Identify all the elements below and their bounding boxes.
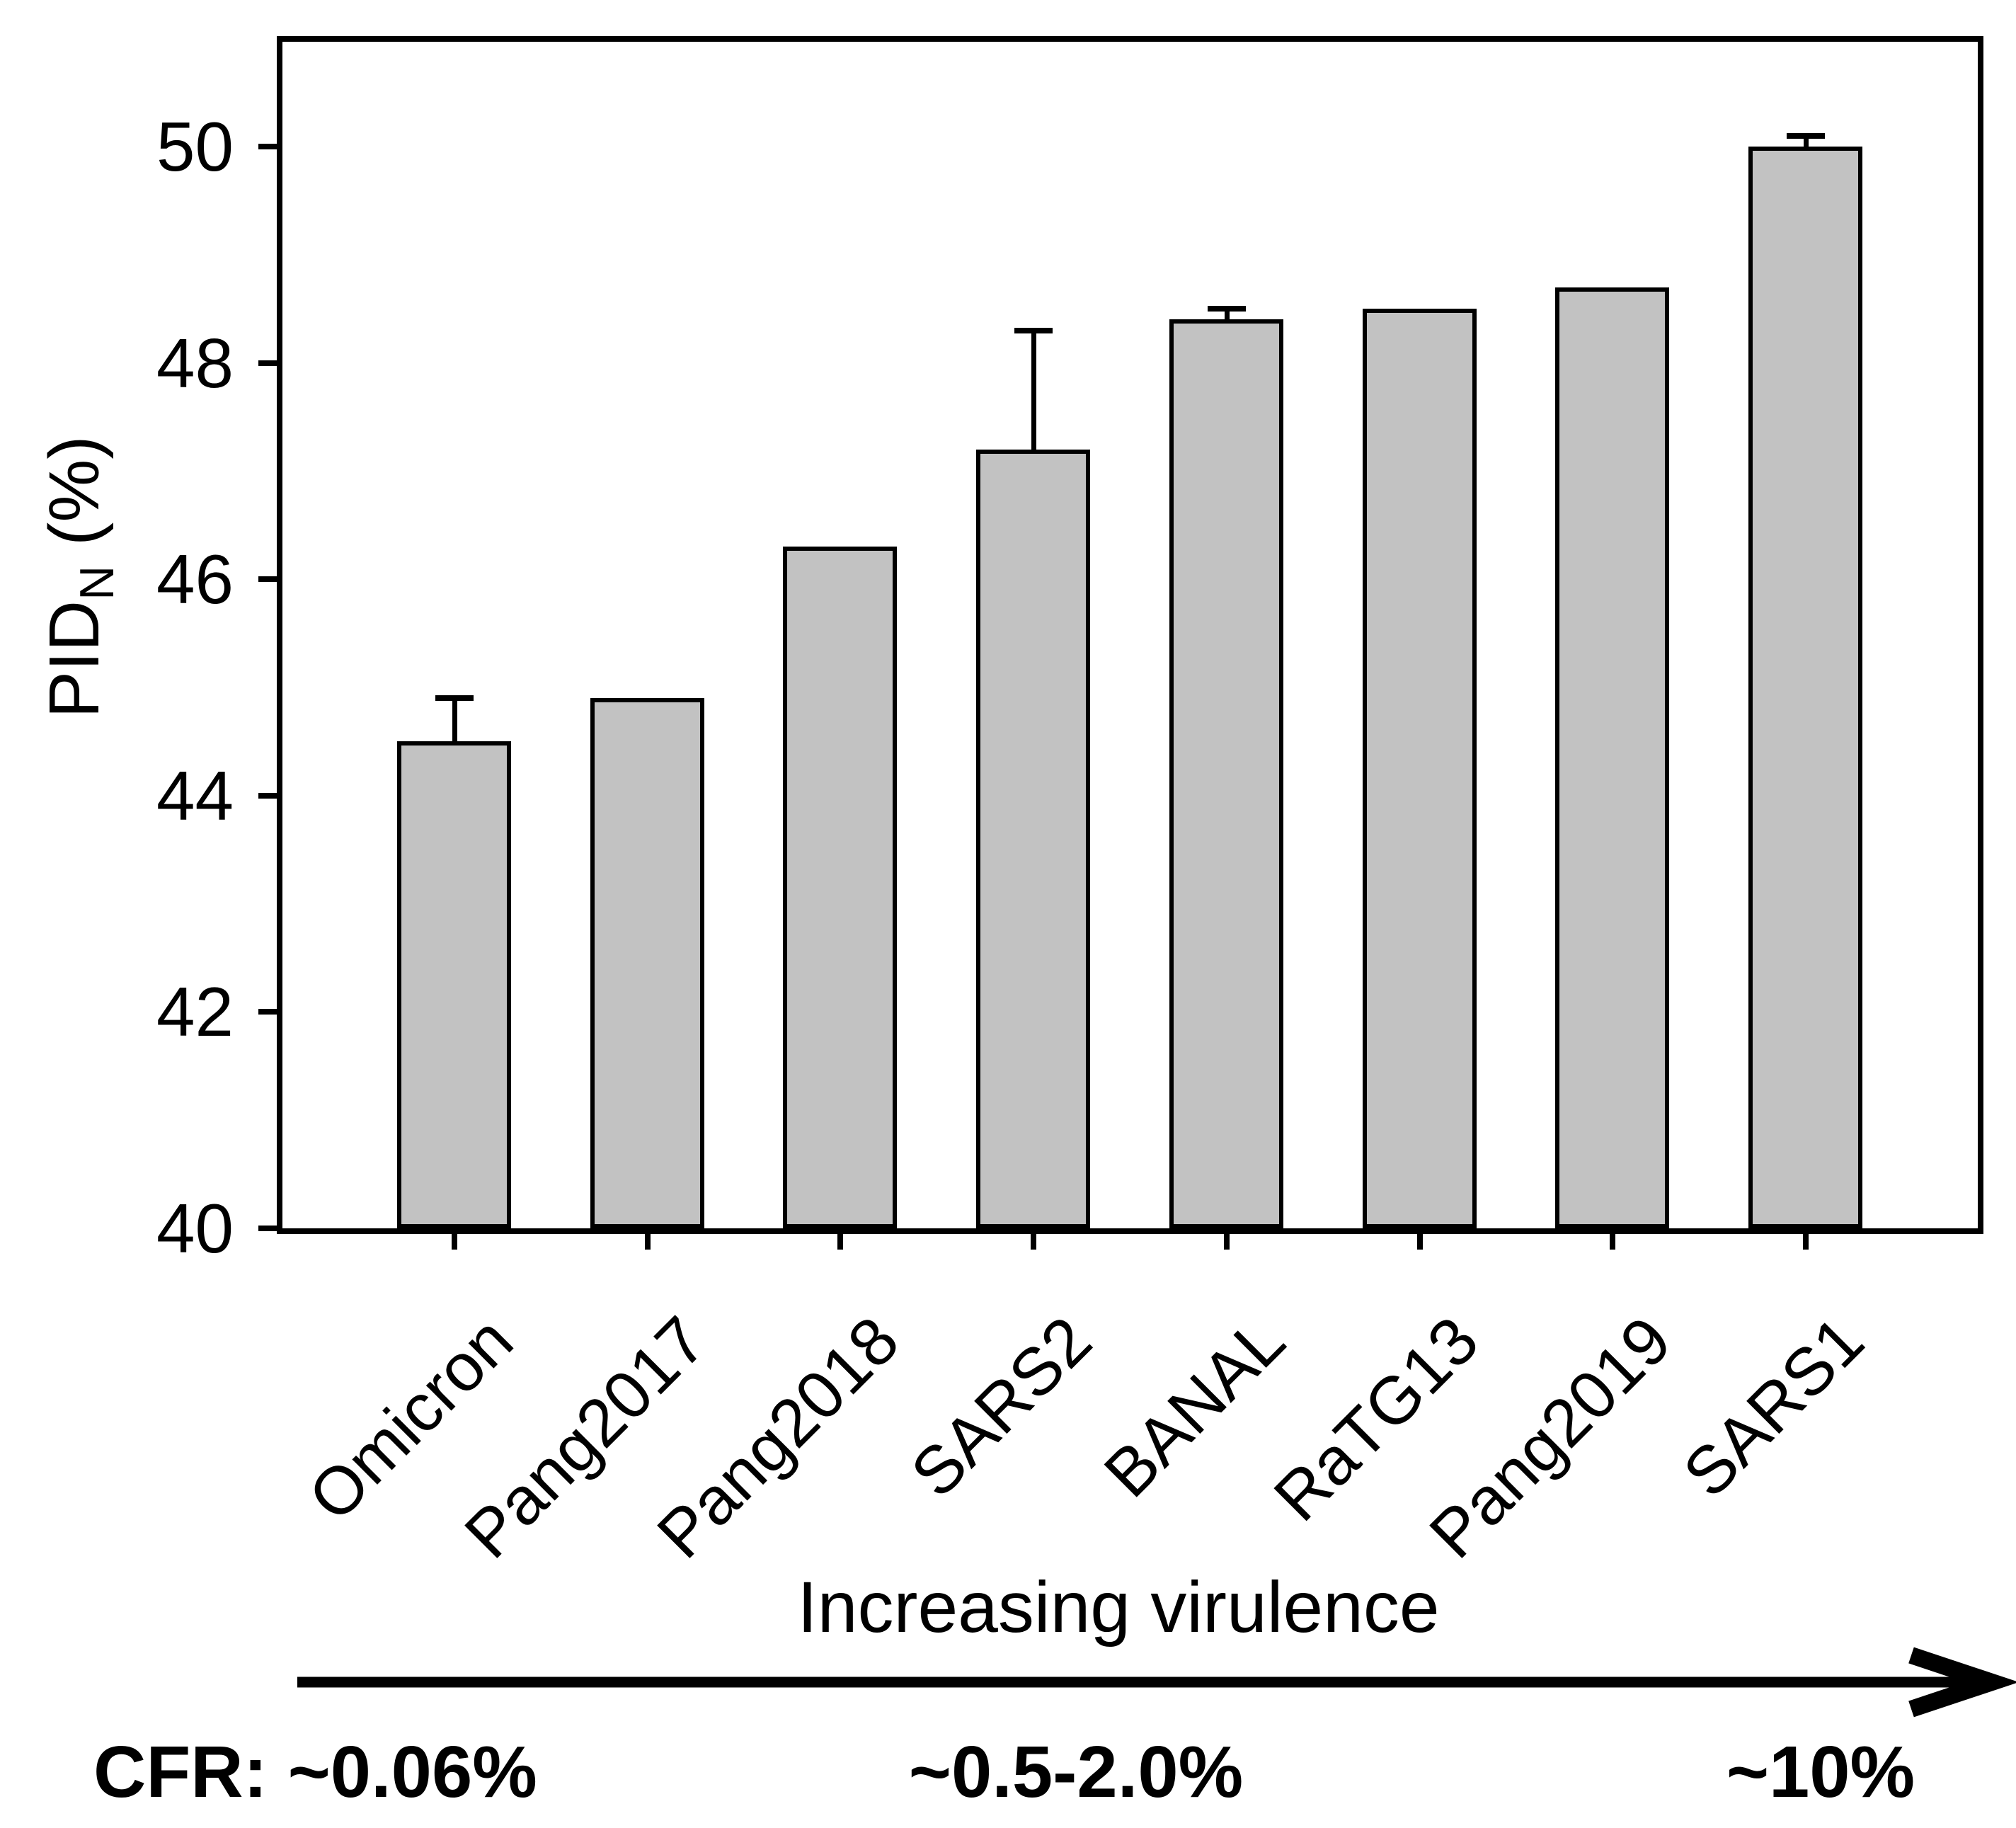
cfr-high-label: ~10% (1726, 1731, 1915, 1812)
x-axis-tick (452, 1228, 457, 1250)
x-axis-category-label: SARS1 (1669, 1302, 1879, 1512)
bar (1555, 287, 1669, 1228)
y-axis-tick (258, 576, 277, 583)
error-bar-line (1225, 309, 1230, 319)
x-axis-tick (1031, 1228, 1036, 1250)
y-axis-tick (258, 792, 277, 799)
bar (1363, 309, 1477, 1228)
cfr-low-label: CFR: ~0.06% (93, 1735, 537, 1810)
y-axis-tick-label: 46 (156, 540, 234, 619)
error-bar-cap (1787, 133, 1825, 139)
cfr-low-value: ~0.06% (287, 1731, 537, 1812)
bar (397, 741, 511, 1228)
bar (1748, 147, 1862, 1228)
y-axis-tick (258, 1226, 277, 1231)
y-axis-tick (258, 1009, 277, 1015)
y-axis-tick-label: 48 (156, 324, 234, 402)
error-bar-cap (1208, 306, 1246, 312)
y-axis-tick-label: 50 (156, 108, 234, 185)
x-axis-tick (1610, 1228, 1615, 1250)
x-axis-category-label: SARS2 (897, 1302, 1106, 1512)
x-axis-tick (837, 1228, 843, 1250)
y-axis-tick-label: 40 (156, 1189, 234, 1267)
x-axis-tick (1224, 1228, 1230, 1250)
plot-area (277, 36, 1983, 1234)
cfr-prefix: CFR: (93, 1731, 268, 1812)
error-bar-cap (435, 695, 474, 701)
x-axis-tick (1803, 1228, 1809, 1250)
bar (783, 547, 897, 1228)
bar (1169, 319, 1283, 1228)
cfr-mid-label: ~0.5-2.0% (908, 1731, 1244, 1812)
increasing-virulence-label: Increasing virulence (797, 1567, 1440, 1647)
error-bar-line (1804, 136, 1809, 147)
y-axis-tick-label: 42 (156, 973, 234, 1051)
y-axis-tick-label: 44 (156, 756, 234, 835)
error-bar-line (1031, 331, 1036, 450)
bar (590, 698, 704, 1228)
error-bar-line (452, 698, 457, 741)
x-axis-tick (645, 1228, 651, 1250)
y-axis-tick (258, 360, 277, 366)
virulence-arrow-head (1908, 1647, 2016, 1718)
error-bar-cap (1014, 328, 1053, 333)
bar (976, 450, 1090, 1228)
y-axis-tick (258, 144, 277, 149)
x-axis-tick (1417, 1228, 1423, 1250)
